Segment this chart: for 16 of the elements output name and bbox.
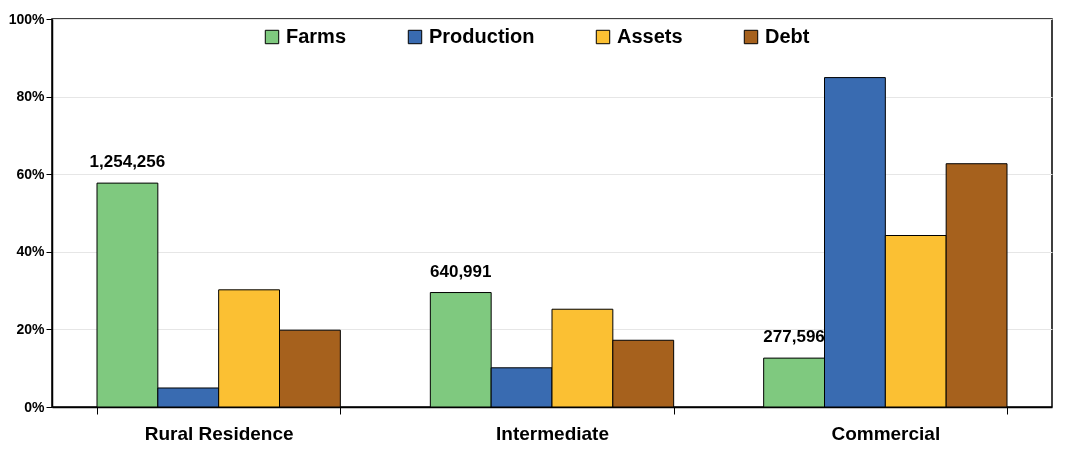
y-tick-label: 60% [16, 165, 46, 182]
y-tick-label: 0% [24, 398, 46, 415]
x-tick-label: Rural Residence [144, 422, 294, 444]
legend-label: Production [429, 25, 535, 47]
legend-label: Assets [617, 25, 683, 47]
legend-label: Debt [765, 25, 810, 47]
annotation: 1,254,256 [89, 152, 166, 172]
x-tick-label: Commercial [831, 422, 941, 444]
x-tick-label: Intermediate [496, 422, 609, 444]
annotation: 277,596 [763, 327, 825, 347]
annotation: 640,991 [430, 261, 492, 281]
y-tick-label: 100% [8, 10, 46, 27]
y-tick-label: 40% [16, 243, 46, 260]
legend-label: Farms [286, 25, 347, 47]
y-tick-label: 20% [16, 320, 46, 337]
y-tick-label: 80% [16, 88, 46, 105]
